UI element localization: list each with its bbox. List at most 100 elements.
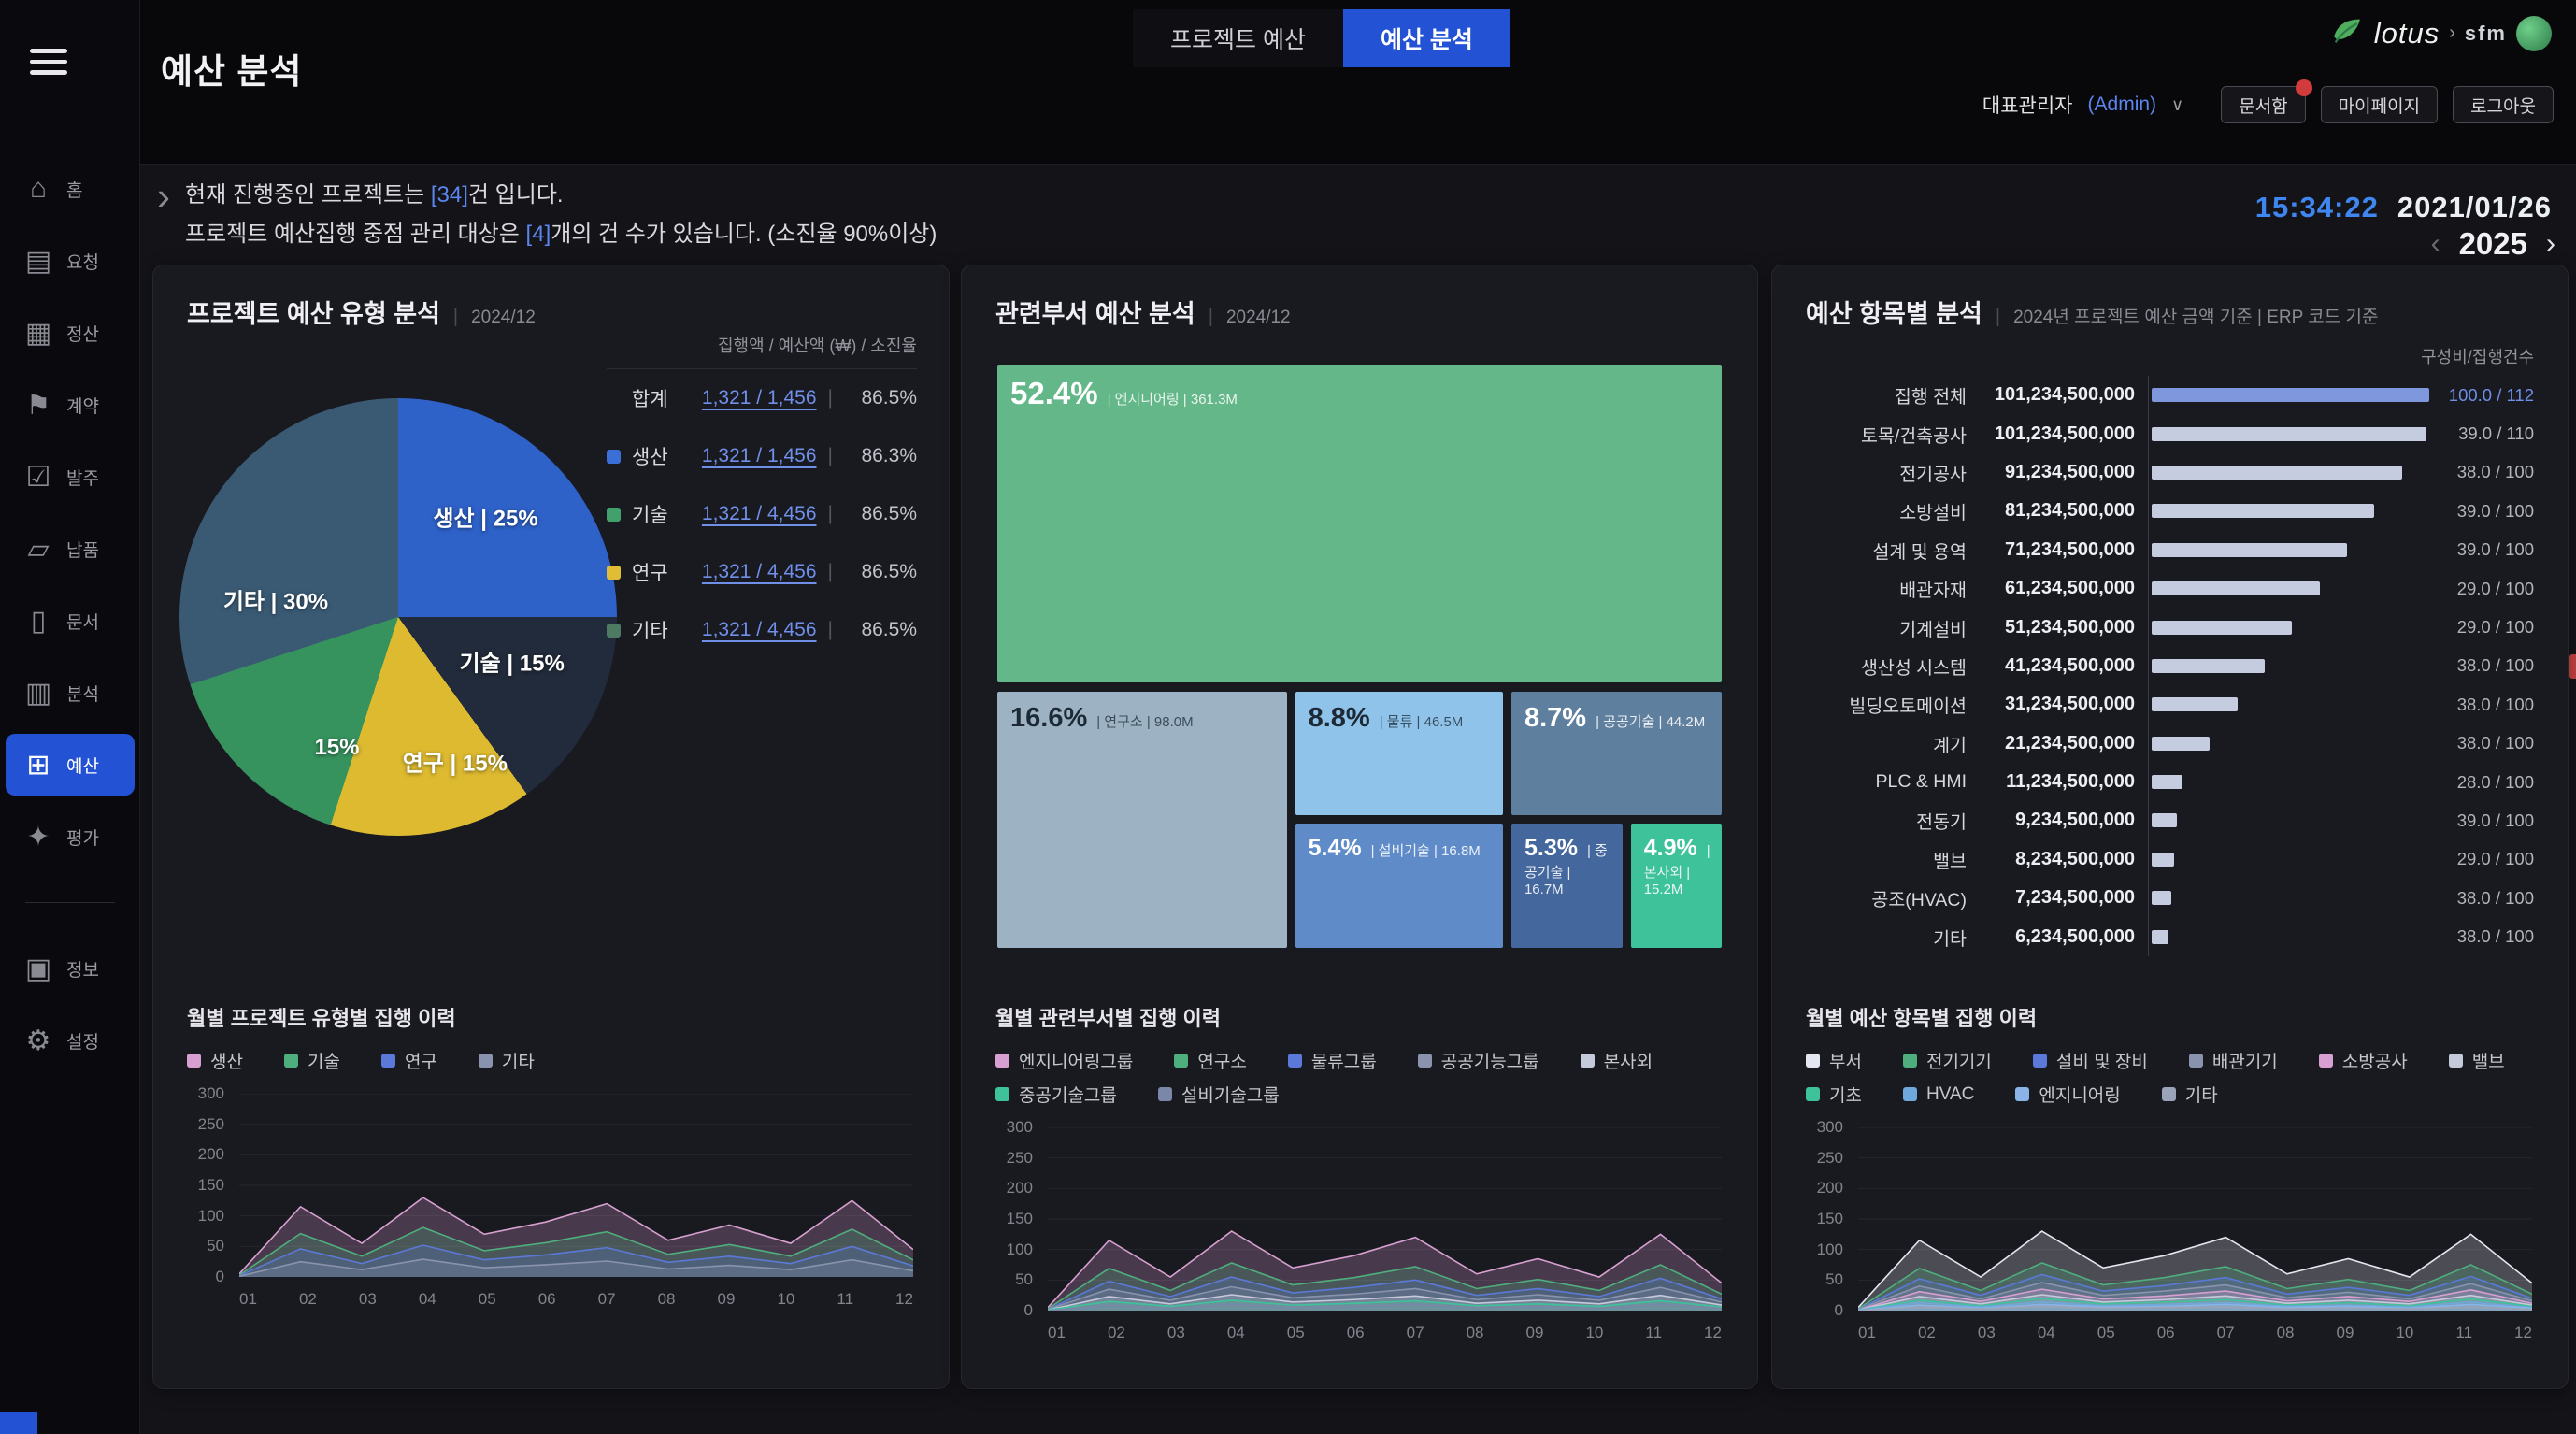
request-icon: ▤ [24,245,52,277]
legend-label: 공공기능그룹 [1440,1053,1539,1072]
legend-item: 중공기술그룹 [995,1082,1117,1107]
page-title: 예산 분석 [161,52,303,91]
button-label: 마이페이지 [2338,96,2421,117]
item-bar [2152,775,2182,790]
button-label: 로그아웃 [2470,96,2536,117]
legend-item: 생산 [187,1048,243,1073]
docbox-button[interactable]: 문서함 [2221,79,2312,123]
sidebar-item-request[interactable]: ▤ 요청 [6,230,135,292]
logo-divider: › [2449,22,2455,43]
item-amount: 9,234,500,000 [2015,810,2135,831]
treemap-block-4[interactable]: 8.7% | 공공기술 | 44.2M [1509,690,1724,818]
treemap-block-7[interactable]: 4.9% | 본사외 | 15.2M [1628,822,1724,950]
chevron-down-icon[interactable]: ∨ [2171,94,2184,114]
tab-project-budget[interactable]: 프로젝트 예산 [1133,9,1343,67]
budget-item-row: 공조(HVAC) 7,234,500,000 38.0 / 100 [1806,879,2534,918]
item-ratio: 38.0 / 100 [2456,887,2534,908]
sidebar-item-settings[interactable]: ⚙ 설정 [6,1010,135,1071]
tab-budget-analysis[interactable]: 예산 분석 [1342,9,1510,67]
info-icon: ▣ [24,953,52,984]
item-bar [2152,465,2402,480]
sidebar-item-label: 설정 [66,1032,99,1053]
notification-badge [2295,79,2312,96]
monthly-item-history-chart: 월별 예산 항목별 집행 이력 부서 전기기기 설비 및 장비 배관기기 소방공사 밸브 기… [1806,1002,2534,1369]
delivery-icon: ▱ [27,533,50,565]
notice-text: 건 입니다. [467,182,564,208]
sidebar-item-delivery[interactable]: ▱ 납품 [6,518,135,580]
y-tick: 50 [207,1237,224,1255]
sidebar-item-label: 분석 [66,684,99,705]
treemap-block-5[interactable]: 5.4% | 설비기술 | 16.8M [1293,822,1506,950]
x-tick: 07 [597,1290,616,1308]
sidebar-item-order[interactable]: ☑ 발주 [6,446,135,508]
mypage-button[interactable]: 마이페이지 [2320,86,2439,123]
type-values-link[interactable]: 1,321 / 4,456 [701,619,817,640]
item-label: 계기 [1933,735,1967,756]
sidebar-item-label: 홈 [66,180,83,201]
pie-slice-label: 기술 | 15% [459,651,565,677]
item-bar [2152,852,2175,867]
x-tick: 05 [1286,1324,1305,1341]
treemap-percent: 4.9% [1643,835,1697,862]
type-summary-row: 연구 1,321 / 4,456 | 86.5% [607,543,917,601]
separator: | [827,619,833,640]
budget-type-pie-chart[interactable]: 생산 | 25% 기술 | 15% 연구 | 15% 15% 기타 | 30% [179,398,617,836]
next-year-button[interactable]: › [2546,228,2555,259]
item-bar [2152,891,2172,906]
budget-item-row: 빌딩오토메이션 31,234,500,000 38.0 / 100 [1806,685,2534,724]
chevron-right-icon[interactable]: › [157,174,170,218]
item-label: 기타 [1933,928,1967,950]
x-tick: 12 [2514,1324,2532,1341]
prev-year-button[interactable]: ‹ [2430,228,2440,259]
sidebar-item-evaluation[interactable]: ✦ 평가 [6,806,135,868]
budget-item-row: 설계 및 용역 71,234,500,000 39.0 / 100 [1806,530,2534,569]
legend-swatch [1174,1054,1189,1068]
type-values-link[interactable]: 1,321 / 4,456 [701,561,817,582]
item-bar-track [2148,646,2429,686]
sidebar-item-info[interactable]: ▣ 정보 [6,938,135,999]
sidebar-item-home[interactable]: ⌂ 홈 [6,158,135,220]
legend-label: 생산 [210,1053,243,1072]
admin-dropdown[interactable]: 대표관리자 [1982,95,2073,117]
treemap-block-2[interactable]: 16.6% | 연구소 | 98.0M [995,690,1289,950]
treemap-percent: 8.8% [1308,703,1370,734]
y-tick: 250 [1816,1148,1843,1167]
legend-label: 기타 [2184,1086,2218,1106]
separator: | [827,445,833,466]
sidebar-item-analysis[interactable]: ▥ 분석 [6,662,135,724]
scroll-marker [2569,654,2576,679]
item-amount: 101,234,500,000 [1994,423,2135,444]
treemap-block-6[interactable]: 5.3% | 중공기술 | 16.7M [1509,822,1625,950]
item-bar [2152,620,2293,635]
treemap-block-1[interactable]: 52.4% | 엔지니어링 | 361.3M [995,363,1724,685]
type-values-link[interactable]: 1,321 / 4,456 [701,503,817,524]
department-treemap: 52.4% | 엔지니어링 | 361.3M 16.6% | 연구소 | 98.0M 8… [995,363,1724,950]
item-label: 설계 및 용역 [1872,541,1967,563]
treemap-label: | 연구소 | 98.0M [1096,714,1194,731]
type-values-link[interactable]: 1,321 / 1,456 [701,387,817,409]
x-tick: 07 [2216,1324,2235,1341]
chart-legend: 엔지니어링그룹 연구소 물류그룹 공공기능그룹 본사외 중공기술그룹 설비기술그룹 [995,1048,1706,1107]
x-tick: 05 [478,1290,496,1308]
x-tick: 08 [1466,1324,1484,1341]
sidebar-item-settlement[interactable]: ▦ 정산 [6,302,135,364]
legend-swatch [2015,1087,2030,1101]
legend-label: 연구소 [1197,1053,1247,1072]
panel2-date: 2024/12 [1225,308,1291,327]
sidebar-item-document[interactable]: ▯ 문서 [6,590,135,652]
x-tick: 04 [418,1290,436,1308]
item-amount: 7,234,500,000 [2015,887,2135,909]
sidebar-item-label: 문서 [66,612,99,633]
logout-button[interactable]: 로그아웃 [2453,86,2554,123]
pie[interactable] [179,398,617,836]
chart-canvas [1858,1127,2532,1311]
home-icon: ⌂ [29,173,48,204]
sidebar-item-budget[interactable]: ⊞ 예산 [6,734,135,796]
menu-icon[interactable] [30,49,69,79]
sidebar-item-contract[interactable]: ⚑ 계약 [6,374,135,436]
sidebar-corner-chip [0,1412,37,1434]
item-bar-track [2148,414,2429,453]
type-values-link[interactable]: 1,321 / 1,456 [701,445,817,466]
item-ratio: 39.0 / 110 [2458,423,2534,444]
treemap-block-3[interactable]: 8.8% | 물류 | 46.5M [1293,690,1506,818]
